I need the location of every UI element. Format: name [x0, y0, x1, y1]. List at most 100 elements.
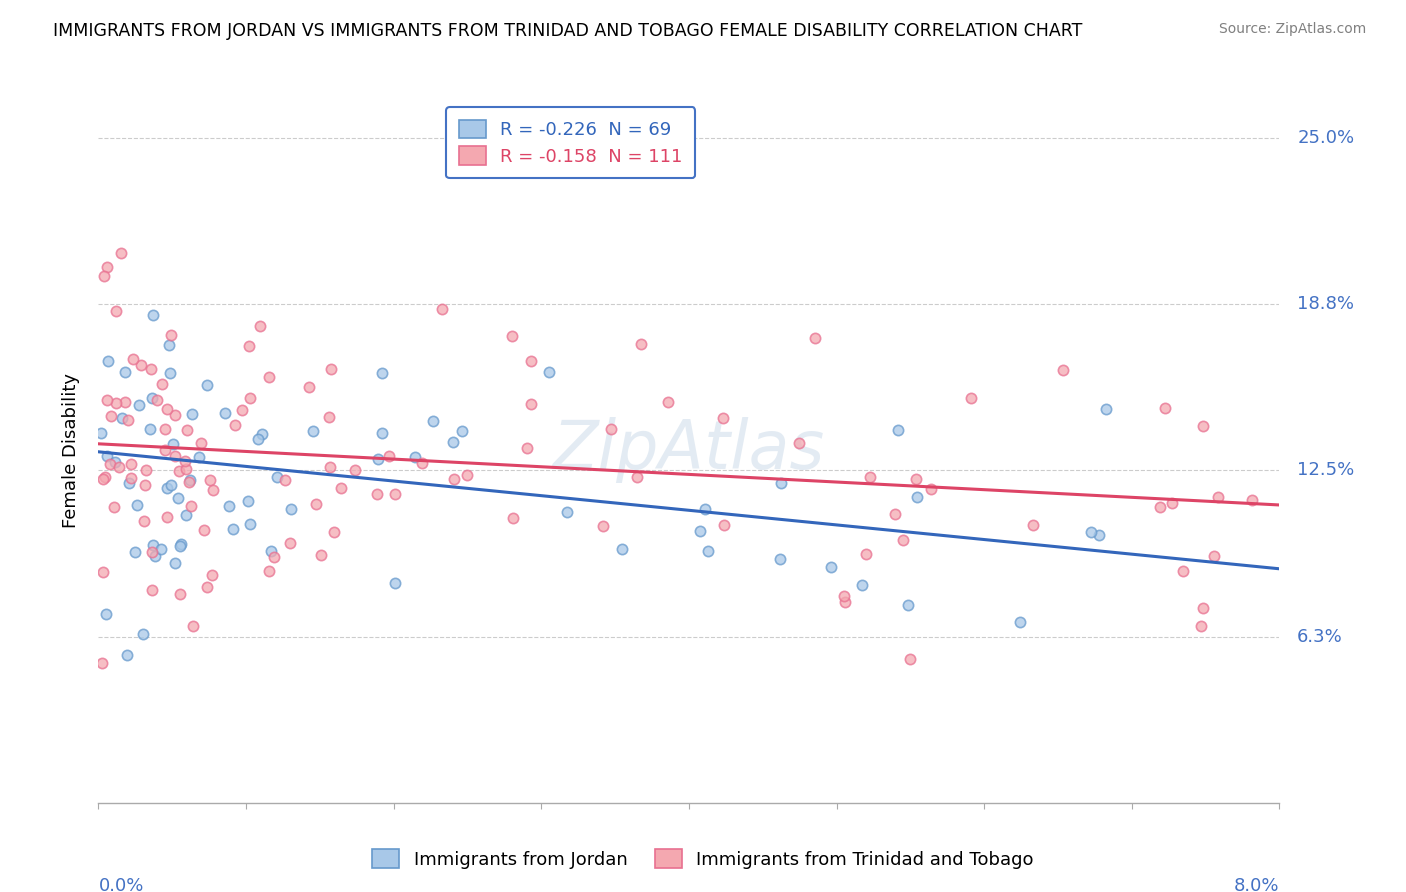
Point [319, 460, 342, 475]
Point [249, 319, 271, 334]
Point [238, 494, 260, 508]
Point [141, 583, 163, 598]
Point [247, 432, 270, 446]
Point [370, 366, 392, 380]
Point [159, 337, 181, 351]
Point [114, 394, 136, 409]
Point [280, 502, 302, 516]
Point [520, 354, 543, 368]
Point [1240, 493, 1263, 508]
Point [538, 365, 561, 379]
Point [195, 580, 218, 594]
Point [555, 505, 578, 519]
Point [124, 545, 146, 559]
Point [97, 354, 120, 368]
Point [122, 352, 145, 367]
Point [1206, 490, 1229, 504]
Point [174, 462, 197, 476]
Point [713, 517, 735, 532]
Point [820, 559, 842, 574]
Point [689, 524, 711, 538]
Point [377, 450, 399, 464]
Point [96, 393, 118, 408]
Point [201, 568, 224, 582]
Point [404, 450, 426, 464]
Point [129, 358, 152, 372]
Point [125, 499, 148, 513]
Text: Source: ZipAtlas.com: Source: ZipAtlas.com [1219, 22, 1367, 37]
Point [179, 473, 201, 487]
Point [117, 412, 139, 426]
Point [318, 409, 340, 424]
Point [132, 627, 155, 641]
Point [1204, 549, 1226, 564]
Point [769, 551, 792, 566]
Point [411, 456, 433, 470]
Point [1189, 619, 1212, 633]
Point [1095, 402, 1118, 417]
Point [91, 566, 114, 580]
Point [257, 370, 280, 384]
Point [443, 472, 465, 486]
Point [769, 476, 792, 491]
Y-axis label: Female Disability: Female Disability [62, 373, 80, 528]
Point [600, 422, 623, 436]
Text: 6.3%: 6.3% [1298, 628, 1343, 646]
Point [150, 541, 173, 556]
Text: IMMIGRANTS FROM JORDAN VS IMMIGRANTS FROM TRINIDAD AND TOBAGO FEMALE DISABILITY : IMMIGRANTS FROM JORDAN VS IMMIGRANTS FRO… [53, 22, 1083, 40]
Point [93, 268, 115, 283]
Point [181, 619, 204, 633]
Point [180, 500, 202, 514]
Point [630, 337, 652, 351]
Point [905, 490, 928, 504]
Point [190, 436, 212, 450]
Point [323, 524, 346, 539]
Point [159, 366, 181, 380]
Point [167, 464, 190, 478]
Point [142, 308, 165, 322]
Point [139, 362, 162, 376]
Point [160, 478, 183, 492]
Point [501, 329, 523, 343]
Point [100, 409, 122, 424]
Point [787, 436, 810, 450]
Point [384, 487, 406, 501]
Point [905, 471, 928, 485]
Point [181, 407, 204, 421]
Point [384, 575, 406, 590]
Point [266, 470, 288, 484]
Point [859, 470, 882, 484]
Point [657, 395, 679, 409]
Point [141, 391, 163, 405]
Point [321, 361, 343, 376]
Point [187, 450, 209, 464]
Text: 18.8%: 18.8% [1298, 295, 1354, 313]
Point [834, 595, 856, 609]
Legend: R = -0.226  N = 69, R = -0.158  N = 111: R = -0.226 N = 69, R = -0.158 N = 111 [446, 107, 696, 178]
Point [803, 331, 825, 345]
Point [169, 537, 191, 551]
Point [174, 508, 197, 523]
Point [695, 502, 717, 516]
Point [108, 460, 131, 475]
Point [1161, 496, 1184, 510]
Point [165, 556, 187, 570]
Point [1153, 401, 1175, 415]
Point [697, 543, 720, 558]
Point [218, 499, 240, 513]
Point [1080, 525, 1102, 540]
Point [156, 510, 179, 524]
Point [174, 454, 197, 468]
Point [114, 365, 136, 379]
Point [128, 399, 150, 413]
Point [156, 402, 179, 417]
Point [592, 519, 614, 533]
Point [367, 452, 389, 467]
Point [143, 549, 166, 563]
Point [146, 393, 169, 408]
Point [456, 468, 478, 483]
Point [142, 538, 165, 552]
Point [516, 441, 538, 455]
Point [238, 338, 260, 352]
Point [851, 578, 873, 592]
